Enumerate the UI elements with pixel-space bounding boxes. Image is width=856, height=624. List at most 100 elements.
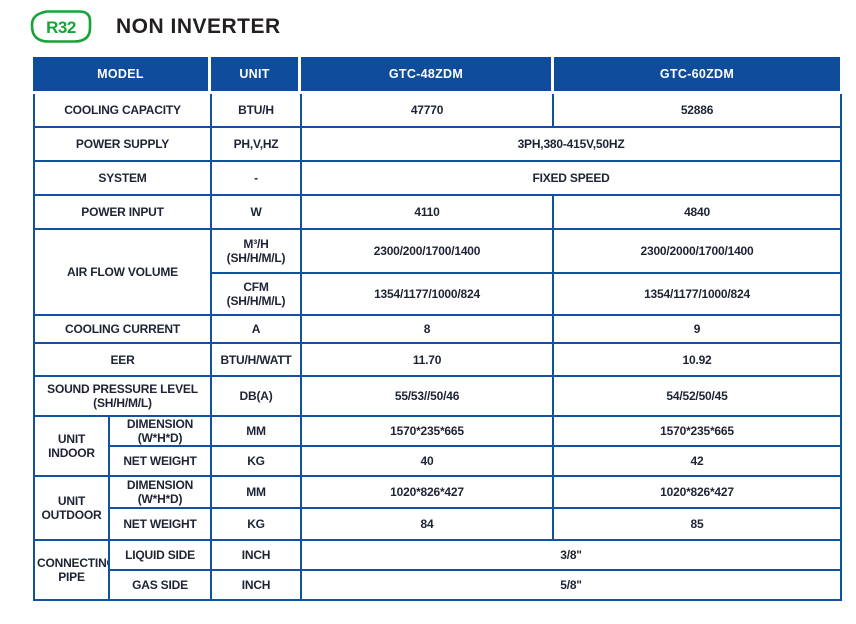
row-pipe-gas: GAS SIDE INCH 5/8" xyxy=(34,569,843,602)
group-line1: UNIT xyxy=(57,494,86,509)
cell-sublabel: LIQUID SIDE xyxy=(107,539,213,572)
row-air-flow-m3h: AIR FLOW VOLUME M³/H (SH/H/M/L) 2300/200… xyxy=(32,228,843,316)
table-header-row: MODEL UNIT GTC-48ZDM GTC-60ZDM xyxy=(33,57,840,91)
cell-value-gtc48: 47770 xyxy=(300,94,555,128)
sublabel-line1: DIMENSION xyxy=(126,417,194,431)
cell-label: SYSTEM xyxy=(32,160,213,196)
cell-label: COOLING CURRENT xyxy=(32,314,213,344)
cell-label: EER xyxy=(32,342,213,377)
cell-label: COOLING CAPACITY xyxy=(32,94,213,128)
cell-value-gtc60: 54/52/50/45 xyxy=(552,375,843,417)
cell-value-gtc60: 1020*826*427 xyxy=(552,475,843,510)
row-indoor-dimension: UNIT INDOOR DIMENSION (W*H*D) MM 1570*23… xyxy=(33,414,843,478)
cell-group-unit-indoor: UNIT INDOOR xyxy=(33,414,110,478)
cell-value-merged: 5/8" xyxy=(300,569,843,602)
cell-value-gtc60: 1570*235*665 xyxy=(552,414,843,448)
header-cell-gtc60zdm: GTC-60ZDM xyxy=(554,57,840,91)
cell-unit: - xyxy=(210,160,303,196)
unit-line2: (SH/H/M/L) xyxy=(226,251,286,265)
cell-value-gtc60: 52886 xyxy=(552,94,843,128)
cell-value-gtc48: 11.70 xyxy=(300,342,555,377)
cell-value-merged: FIXED SPEED xyxy=(300,160,843,196)
cell-value-gtc48: 40 xyxy=(300,445,555,478)
cell-sublabel: NET WEIGHT xyxy=(107,507,213,542)
cell-value-gtc48: 4110 xyxy=(300,194,555,230)
row-power-supply: POWER SUPPLY PH,V,HZ 3PH,380-415V,50HZ xyxy=(32,126,843,162)
row-cooling-current: COOLING CURRENT A 8 9 xyxy=(32,314,843,344)
sublabel-line2: (W*H*D) xyxy=(137,431,183,446)
cell-unit: CFM (SH/H/M/L) xyxy=(210,272,303,316)
unit-line2: (SH/H/M/L) xyxy=(226,294,286,308)
cell-value-gtc48: 84 xyxy=(300,507,555,542)
row-system: SYSTEM - FIXED SPEED xyxy=(32,160,843,196)
cell-value-gtc60: 1354/1177/1000/824 xyxy=(552,272,843,316)
spec-table-wrap: MODEL UNIT GTC-48ZDM GTC-60ZDM COOLING C… xyxy=(32,57,843,602)
row-eer: EER BTU/H/WATT 11.70 10.92 xyxy=(32,342,843,377)
cell-unit: W xyxy=(210,194,303,230)
cell-unit: A xyxy=(210,314,303,344)
row-outdoor-dimension: UNIT OUTDOOR DIMENSION (W*H*D) MM 1020*8… xyxy=(33,475,843,542)
cell-value-gtc60: 42 xyxy=(552,445,843,478)
sublabel-line1: DIMENSION xyxy=(126,478,194,493)
cell-group-unit-outdoor: UNIT OUTDOOR xyxy=(33,475,110,542)
r32-refrigerant-icon: R32 xyxy=(30,10,92,43)
cell-unit: MM xyxy=(210,475,303,510)
cell-group-connecting-pipe: CONNECTING PIPE xyxy=(33,539,110,602)
cell-unit: DB(A) xyxy=(210,375,303,417)
page-header: R32 NON INVERTER xyxy=(28,8,281,45)
row-outdoor-net-weight: NET WEIGHT KG 84 85 xyxy=(34,507,843,542)
cell-value-merged: 3/8" xyxy=(300,539,843,572)
header-cell-model: MODEL xyxy=(33,57,208,91)
sublabel-line2: (W*H*D) xyxy=(137,492,183,507)
cell-unit: INCH xyxy=(210,539,303,572)
cell-sublabel: DIMENSION (W*H*D) xyxy=(107,414,213,448)
cell-sublabel: NET WEIGHT xyxy=(107,445,213,478)
cell-label-air-flow: AIR FLOW VOLUME xyxy=(32,228,213,316)
row-air-flow-cfm: CFM (SH/H/M/L) 1354/1177/1000/824 1354/1… xyxy=(34,272,843,316)
cell-unit: M³/H (SH/H/M/L) xyxy=(210,228,303,274)
spec-table: COOLING CAPACITY BTU/H 47770 52886 POWER… xyxy=(32,94,843,602)
cell-value-gtc48: 55/53//50/46 xyxy=(300,375,555,417)
cell-unit: BTU/H/WATT xyxy=(210,342,303,377)
cell-value-gtc60: 10.92 xyxy=(552,342,843,377)
group-line2: INDOOR xyxy=(48,446,95,461)
unit-line1: CFM xyxy=(243,279,269,294)
cell-sublabel: GAS SIDE xyxy=(107,569,213,602)
cell-value-gtc48: 1570*235*665 xyxy=(300,414,555,448)
group-line2: PIPE xyxy=(58,570,85,585)
cell-label: POWER INPUT xyxy=(32,194,213,230)
cell-value-gtc60: 4840 xyxy=(552,194,843,230)
cell-value-gtc60: 85 xyxy=(552,507,843,542)
cell-value-gtc48: 2300/200/1700/1400 xyxy=(300,228,555,274)
row-cooling-capacity: COOLING CAPACITY BTU/H 47770 52886 xyxy=(32,94,843,128)
label-line1: SOUND PRESSURE LEVEL xyxy=(47,381,198,396)
row-sound-pressure: SOUND PRESSURE LEVEL (SH/H/M/L) DB(A) 55… xyxy=(32,375,843,417)
label-line2: (SH/H/M/L) xyxy=(93,396,152,410)
header-cell-unit: UNIT xyxy=(211,57,298,91)
cell-value-gtc60: 2300/2000/1700/1400 xyxy=(552,228,843,274)
r32-badge-text: R32 xyxy=(46,18,76,37)
cell-value-merged: 3PH,380-415V,50HZ xyxy=(300,126,843,162)
cell-value-gtc48: 1020*826*427 xyxy=(300,475,555,510)
cell-unit: BTU/H xyxy=(210,94,303,128)
cell-unit: MM xyxy=(210,414,303,448)
header-cell-gtc48zdm: GTC-48ZDM xyxy=(301,57,551,91)
group-line2: OUTDOOR xyxy=(41,508,102,523)
group-line1: UNIT xyxy=(57,432,86,446)
cell-value-gtc48: 8 xyxy=(300,314,555,344)
page-title: NON INVERTER xyxy=(116,14,281,38)
cell-unit: PH,V,HZ xyxy=(210,126,303,162)
cell-sublabel: DIMENSION (W*H*D) xyxy=(107,475,213,510)
cell-unit: KG xyxy=(210,445,303,478)
cell-label: POWER SUPPLY xyxy=(32,126,213,162)
cell-unit: INCH xyxy=(210,569,303,602)
row-indoor-net-weight: NET WEIGHT KG 40 42 xyxy=(34,445,843,478)
r32-badge-outline xyxy=(30,10,92,43)
unit-line1: M³/H xyxy=(243,236,269,251)
row-pipe-liquid: CONNECTING PIPE LIQUID SIDE INCH 3/8" xyxy=(33,539,843,602)
group-line1: CONNECTING xyxy=(37,556,109,571)
cell-label: SOUND PRESSURE LEVEL (SH/H/M/L) xyxy=(32,375,213,417)
row-power-input: POWER INPUT W 4110 4840 xyxy=(32,194,843,230)
cell-value-gtc60: 9 xyxy=(552,314,843,344)
